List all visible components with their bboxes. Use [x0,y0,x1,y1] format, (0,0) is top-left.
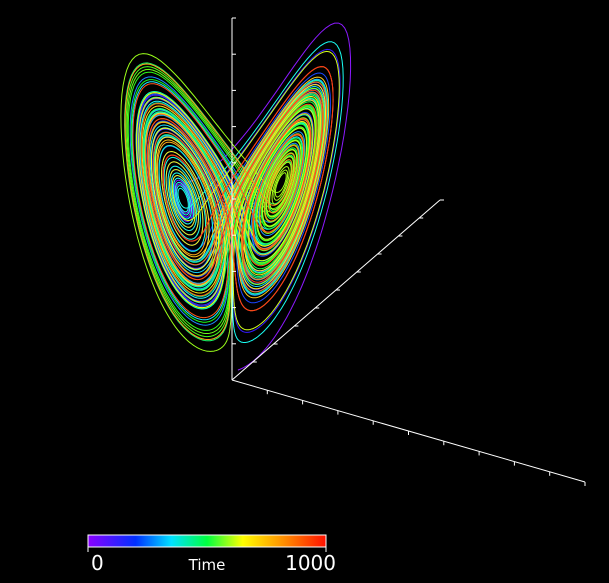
trajectory-segment [163,156,206,252]
trajectory-segment [264,153,296,222]
trajectory-segment [154,145,210,261]
trajectory-segment [256,140,302,228]
trajectory-segment [268,154,295,212]
trajectory-segment [140,103,318,267]
trajectory-segment [148,121,231,277]
trajectory-segment [196,99,320,272]
trajectory-segment [120,53,245,352]
trajectory-segment [171,175,221,224]
axis-ticks [232,17,586,486]
trajectory-segment [265,149,298,218]
trajectory-segment [177,187,194,213]
trajectory-segment [158,103,314,319]
trajectory-segment [254,137,303,230]
trajectory-segment [162,66,334,242]
trajectory-segment [156,129,270,258]
trajectory-segment [131,81,277,321]
trajectory-segment [141,131,223,297]
trajectory-segment [143,109,248,290]
trajectory-segment [273,169,289,201]
trajectory-segment [245,123,309,256]
trajectory-segment [195,113,314,256]
trajectory-segment [269,156,295,211]
trajectory-segment [164,161,204,246]
trajectory-segment [189,87,325,285]
trajectory-segment [241,89,324,283]
trajectory-segment [198,99,334,312]
colorbar-tick-label: 1000 [285,551,336,575]
trajectory-segment [125,66,295,336]
trajectory-segment [243,96,322,276]
trajectory-segment [252,118,312,251]
trajectory-segment [224,101,319,275]
trajectory-segment [232,108,316,287]
trajectory-segment [155,97,327,290]
trajectory-segment [250,131,306,237]
colorbar-label: Time [188,556,226,574]
trajectory-segment [170,172,196,225]
trajectory-segment [237,76,330,299]
trajectory-segment [219,50,340,331]
axes [231,17,586,486]
trajectory-segment [136,106,226,309]
trajectory-segment [167,97,320,299]
trajectory-segment [169,169,199,236]
trajectory-segment [200,111,293,206]
trajectory-segment [259,145,300,233]
colorbar-gradient [87,534,327,548]
trajectory-segment [140,92,311,247]
trajectory-segment [149,91,323,285]
trajectory [120,22,352,371]
trajectory-segment [172,177,192,220]
trajectory-segment [174,185,191,216]
colorbar-tick-label: 0 [91,551,104,575]
trajectory-segment [124,63,232,340]
trajectory-segment [232,106,317,264]
trajectory-segment [138,97,258,303]
trajectory-segment [157,141,216,256]
trajectory-segment [144,113,302,293]
trajectory-segment [145,114,244,285]
colorbar: Time 0 1000 [87,534,336,575]
trajectory-segment [167,165,201,232]
trajectory-segment [152,81,328,266]
trajectory-segment [242,119,311,280]
trajectory-segment [151,84,325,270]
